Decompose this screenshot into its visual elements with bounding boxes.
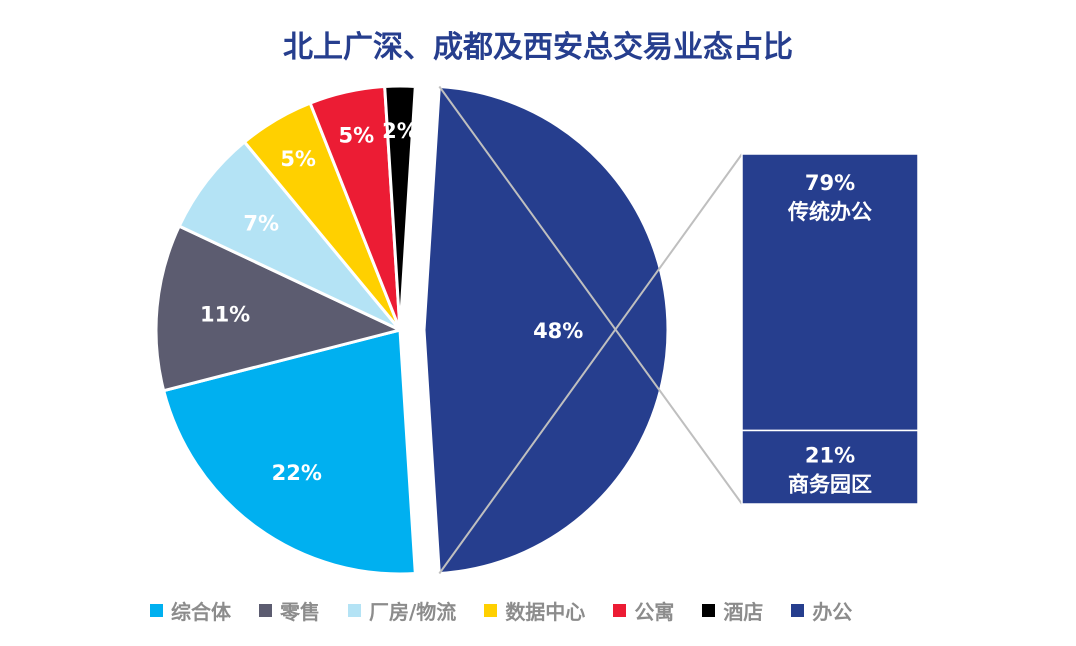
legend-label: 公寓 [634,599,675,624]
legend-swatch [484,603,498,617]
legend-swatch [613,603,627,617]
breakdown-value-label: 21% [805,444,855,468]
breakdown-bar-segment [741,429,919,505]
connector-line [438,85,743,505]
pie-slice [161,328,417,576]
breakdown-name-label: 传统办公 [787,200,872,224]
legend-item: 零售 [259,596,320,625]
pie-slice [422,84,670,576]
chart-title: 北上广深、成都及西安总交易业态占比 [283,30,793,65]
legend-item: 办公 [791,596,852,625]
legend-item: 酒店 [702,596,763,625]
legend-item: 数据中心 [484,596,585,625]
legend-swatch [259,603,272,617]
legend-label: 数据中心 [505,599,586,624]
breakdown-bar-segment [741,153,919,432]
slice-data-label: 11% [200,302,250,326]
legend-swatch [791,603,805,617]
chart-legend: 综合体 零售 厂房/物流 数据中心 公寓 酒店 办公 [150,596,852,624]
pie-slice [177,139,402,332]
slice-data-label: 2% [382,119,418,143]
slice-data-label: 5% [280,147,316,171]
legend-label: 零售 [280,599,320,624]
connector-line [438,153,743,575]
legend-label: 办公 [812,599,853,624]
legend-label: 综合体 [171,599,231,624]
slice-data-label: 7% [243,211,279,235]
slice-data-label: 5% [339,124,375,148]
legend-swatch [150,603,163,617]
legend-swatch [348,603,361,617]
legend-label: 厂房/物流 [369,599,457,624]
pie-slice [154,224,405,393]
legend-item: 综合体 [150,596,231,625]
pie-slice [383,84,417,331]
slice-data-label: 22% [272,461,322,485]
breakdown-value-label: 79% [805,171,855,195]
legend-item: 公寓 [613,596,674,625]
legend-label: 酒店 [723,599,764,624]
slice-data-label: 48% [533,319,583,343]
legend-item: 厂房/物流 [348,596,456,625]
legend-swatch [702,603,716,617]
breakdown-name-label: 商务园区 [788,473,872,497]
